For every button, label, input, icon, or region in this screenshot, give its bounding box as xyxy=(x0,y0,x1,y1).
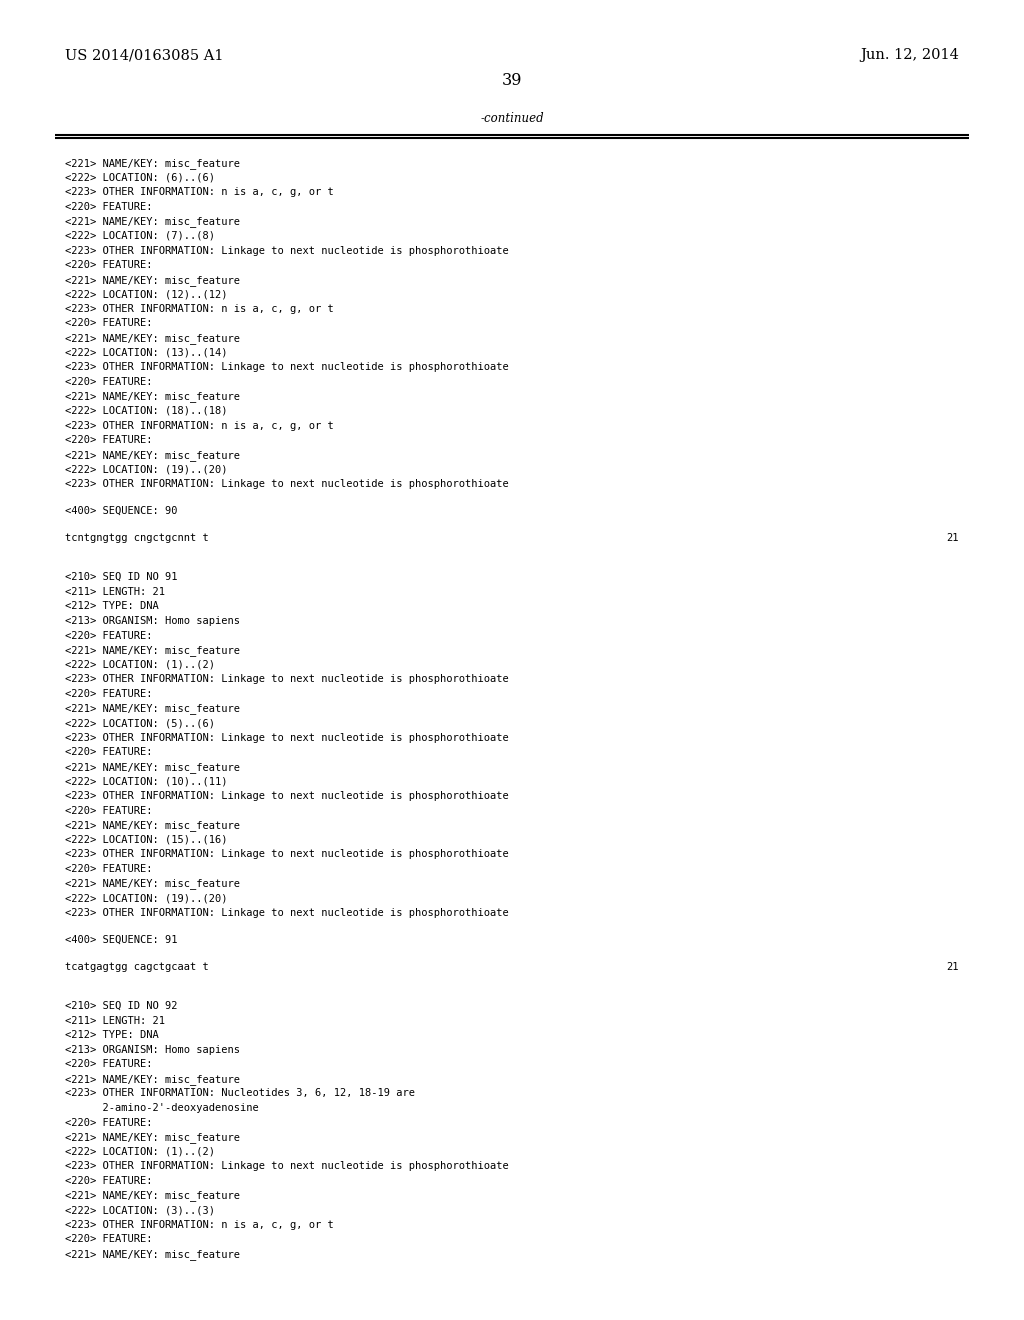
Text: <221> NAME/KEY: misc_feature: <221> NAME/KEY: misc_feature xyxy=(65,645,240,656)
Text: <221> NAME/KEY: misc_feature: <221> NAME/KEY: misc_feature xyxy=(65,1074,240,1085)
Text: <221> NAME/KEY: misc_feature: <221> NAME/KEY: misc_feature xyxy=(65,762,240,772)
Text: <220> FEATURE:: <220> FEATURE: xyxy=(65,805,153,816)
Text: Jun. 12, 2014: Jun. 12, 2014 xyxy=(860,48,959,62)
Text: <223> OTHER INFORMATION: n is a, c, g, or t: <223> OTHER INFORMATION: n is a, c, g, o… xyxy=(65,421,334,430)
Text: <210> SEQ ID NO 91: <210> SEQ ID NO 91 xyxy=(65,572,177,582)
Text: <222> LOCATION: (13)..(14): <222> LOCATION: (13)..(14) xyxy=(65,347,227,358)
Text: 2-amino-2'-deoxyadenosine: 2-amino-2'-deoxyadenosine xyxy=(65,1104,259,1113)
Text: 39: 39 xyxy=(502,71,522,88)
Text: <223> OTHER INFORMATION: Linkage to next nucleotide is phosphorothioate: <223> OTHER INFORMATION: Linkage to next… xyxy=(65,1162,509,1171)
Text: <222> LOCATION: (18)..(18): <222> LOCATION: (18)..(18) xyxy=(65,407,227,416)
Text: <223> OTHER INFORMATION: Linkage to next nucleotide is phosphorothioate: <223> OTHER INFORMATION: Linkage to next… xyxy=(65,733,509,743)
Text: tcatgagtgg cagctgcaat t: tcatgagtgg cagctgcaat t xyxy=(65,961,209,972)
Text: <222> LOCATION: (19)..(20): <222> LOCATION: (19)..(20) xyxy=(65,465,227,474)
Text: tcntgngtgg cngctgcnnt t: tcntgngtgg cngctgcnnt t xyxy=(65,533,209,543)
Text: <223> OTHER INFORMATION: n is a, c, g, or t: <223> OTHER INFORMATION: n is a, c, g, o… xyxy=(65,1220,334,1230)
Text: <220> FEATURE:: <220> FEATURE: xyxy=(65,1176,153,1185)
Text: <222> LOCATION: (12)..(12): <222> LOCATION: (12)..(12) xyxy=(65,289,227,300)
Text: <221> NAME/KEY: misc_feature: <221> NAME/KEY: misc_feature xyxy=(65,820,240,832)
Text: <223> OTHER INFORMATION: Nucleotides 3, 6, 12, 18-19 are: <223> OTHER INFORMATION: Nucleotides 3, … xyxy=(65,1089,415,1098)
Text: <220> FEATURE:: <220> FEATURE: xyxy=(65,747,153,758)
Text: <223> OTHER INFORMATION: Linkage to next nucleotide is phosphorothioate: <223> OTHER INFORMATION: Linkage to next… xyxy=(65,908,509,917)
Text: <213> ORGANISM: Homo sapiens: <213> ORGANISM: Homo sapiens xyxy=(65,1044,240,1055)
Text: <223> OTHER INFORMATION: n is a, c, g, or t: <223> OTHER INFORMATION: n is a, c, g, o… xyxy=(65,187,334,197)
Text: -continued: -continued xyxy=(480,111,544,124)
Text: <221> NAME/KEY: misc_feature: <221> NAME/KEY: misc_feature xyxy=(65,216,240,227)
Text: <221> NAME/KEY: misc_feature: <221> NAME/KEY: misc_feature xyxy=(65,878,240,890)
Text: <220> FEATURE:: <220> FEATURE: xyxy=(65,202,153,211)
Text: <220> FEATURE:: <220> FEATURE: xyxy=(65,689,153,698)
Text: <221> NAME/KEY: misc_feature: <221> NAME/KEY: misc_feature xyxy=(65,450,240,461)
Text: <222> LOCATION: (10)..(11): <222> LOCATION: (10)..(11) xyxy=(65,776,227,787)
Text: <223> OTHER INFORMATION: Linkage to next nucleotide is phosphorothioate: <223> OTHER INFORMATION: Linkage to next… xyxy=(65,675,509,684)
Text: <222> LOCATION: (6)..(6): <222> LOCATION: (6)..(6) xyxy=(65,173,215,182)
Text: <220> FEATURE:: <220> FEATURE: xyxy=(65,376,153,387)
Text: <220> FEATURE:: <220> FEATURE: xyxy=(65,863,153,874)
Text: <222> LOCATION: (3)..(3): <222> LOCATION: (3)..(3) xyxy=(65,1205,215,1216)
Text: <223> OTHER INFORMATION: Linkage to next nucleotide is phosphorothioate: <223> OTHER INFORMATION: Linkage to next… xyxy=(65,362,509,372)
Text: <221> NAME/KEY: misc_feature: <221> NAME/KEY: misc_feature xyxy=(65,1249,240,1259)
Text: <212> TYPE: DNA: <212> TYPE: DNA xyxy=(65,1030,159,1040)
Text: <223> OTHER INFORMATION: Linkage to next nucleotide is phosphorothioate: <223> OTHER INFORMATION: Linkage to next… xyxy=(65,479,509,488)
Text: <223> OTHER INFORMATION: Linkage to next nucleotide is phosphorothioate: <223> OTHER INFORMATION: Linkage to next… xyxy=(65,849,509,859)
Text: <210> SEQ ID NO 92: <210> SEQ ID NO 92 xyxy=(65,1001,177,1011)
Text: <400> SEQUENCE: 90: <400> SEQUENCE: 90 xyxy=(65,506,177,516)
Text: <222> LOCATION: (7)..(8): <222> LOCATION: (7)..(8) xyxy=(65,231,215,242)
Text: <220> FEATURE:: <220> FEATURE: xyxy=(65,631,153,640)
Text: <220> FEATURE:: <220> FEATURE: xyxy=(65,1059,153,1069)
Text: <212> TYPE: DNA: <212> TYPE: DNA xyxy=(65,602,159,611)
Text: <222> LOCATION: (5)..(6): <222> LOCATION: (5)..(6) xyxy=(65,718,215,729)
Text: <222> LOCATION: (1)..(2): <222> LOCATION: (1)..(2) xyxy=(65,660,215,669)
Text: US 2014/0163085 A1: US 2014/0163085 A1 xyxy=(65,48,223,62)
Text: <220> FEATURE:: <220> FEATURE: xyxy=(65,1118,153,1127)
Text: <211> LENGTH: 21: <211> LENGTH: 21 xyxy=(65,587,165,597)
Text: <213> ORGANISM: Homo sapiens: <213> ORGANISM: Homo sapiens xyxy=(65,616,240,626)
Text: <223> OTHER INFORMATION: Linkage to next nucleotide is phosphorothioate: <223> OTHER INFORMATION: Linkage to next… xyxy=(65,791,509,801)
Text: <221> NAME/KEY: misc_feature: <221> NAME/KEY: misc_feature xyxy=(65,158,240,169)
Text: <223> OTHER INFORMATION: n is a, c, g, or t: <223> OTHER INFORMATION: n is a, c, g, o… xyxy=(65,304,334,314)
Text: <222> LOCATION: (19)..(20): <222> LOCATION: (19)..(20) xyxy=(65,894,227,903)
Text: <221> NAME/KEY: misc_feature: <221> NAME/KEY: misc_feature xyxy=(65,391,240,403)
Text: 21: 21 xyxy=(946,533,959,543)
Text: <220> FEATURE:: <220> FEATURE: xyxy=(65,318,153,329)
Text: <221> NAME/KEY: misc_feature: <221> NAME/KEY: misc_feature xyxy=(65,704,240,714)
Text: <222> LOCATION: (1)..(2): <222> LOCATION: (1)..(2) xyxy=(65,1147,215,1156)
Text: <220> FEATURE:: <220> FEATURE: xyxy=(65,1234,153,1245)
Text: <220> FEATURE:: <220> FEATURE: xyxy=(65,260,153,271)
Text: <400> SEQUENCE: 91: <400> SEQUENCE: 91 xyxy=(65,935,177,945)
Text: <220> FEATURE:: <220> FEATURE: xyxy=(65,436,153,445)
Text: <222> LOCATION: (15)..(16): <222> LOCATION: (15)..(16) xyxy=(65,834,227,845)
Text: <221> NAME/KEY: misc_feature: <221> NAME/KEY: misc_feature xyxy=(65,275,240,285)
Text: <221> NAME/KEY: misc_feature: <221> NAME/KEY: misc_feature xyxy=(65,1191,240,1201)
Text: <221> NAME/KEY: misc_feature: <221> NAME/KEY: misc_feature xyxy=(65,333,240,345)
Text: <211> LENGTH: 21: <211> LENGTH: 21 xyxy=(65,1015,165,1026)
Text: 21: 21 xyxy=(946,961,959,972)
Text: <221> NAME/KEY: misc_feature: <221> NAME/KEY: misc_feature xyxy=(65,1133,240,1143)
Text: <223> OTHER INFORMATION: Linkage to next nucleotide is phosphorothioate: <223> OTHER INFORMATION: Linkage to next… xyxy=(65,246,509,256)
